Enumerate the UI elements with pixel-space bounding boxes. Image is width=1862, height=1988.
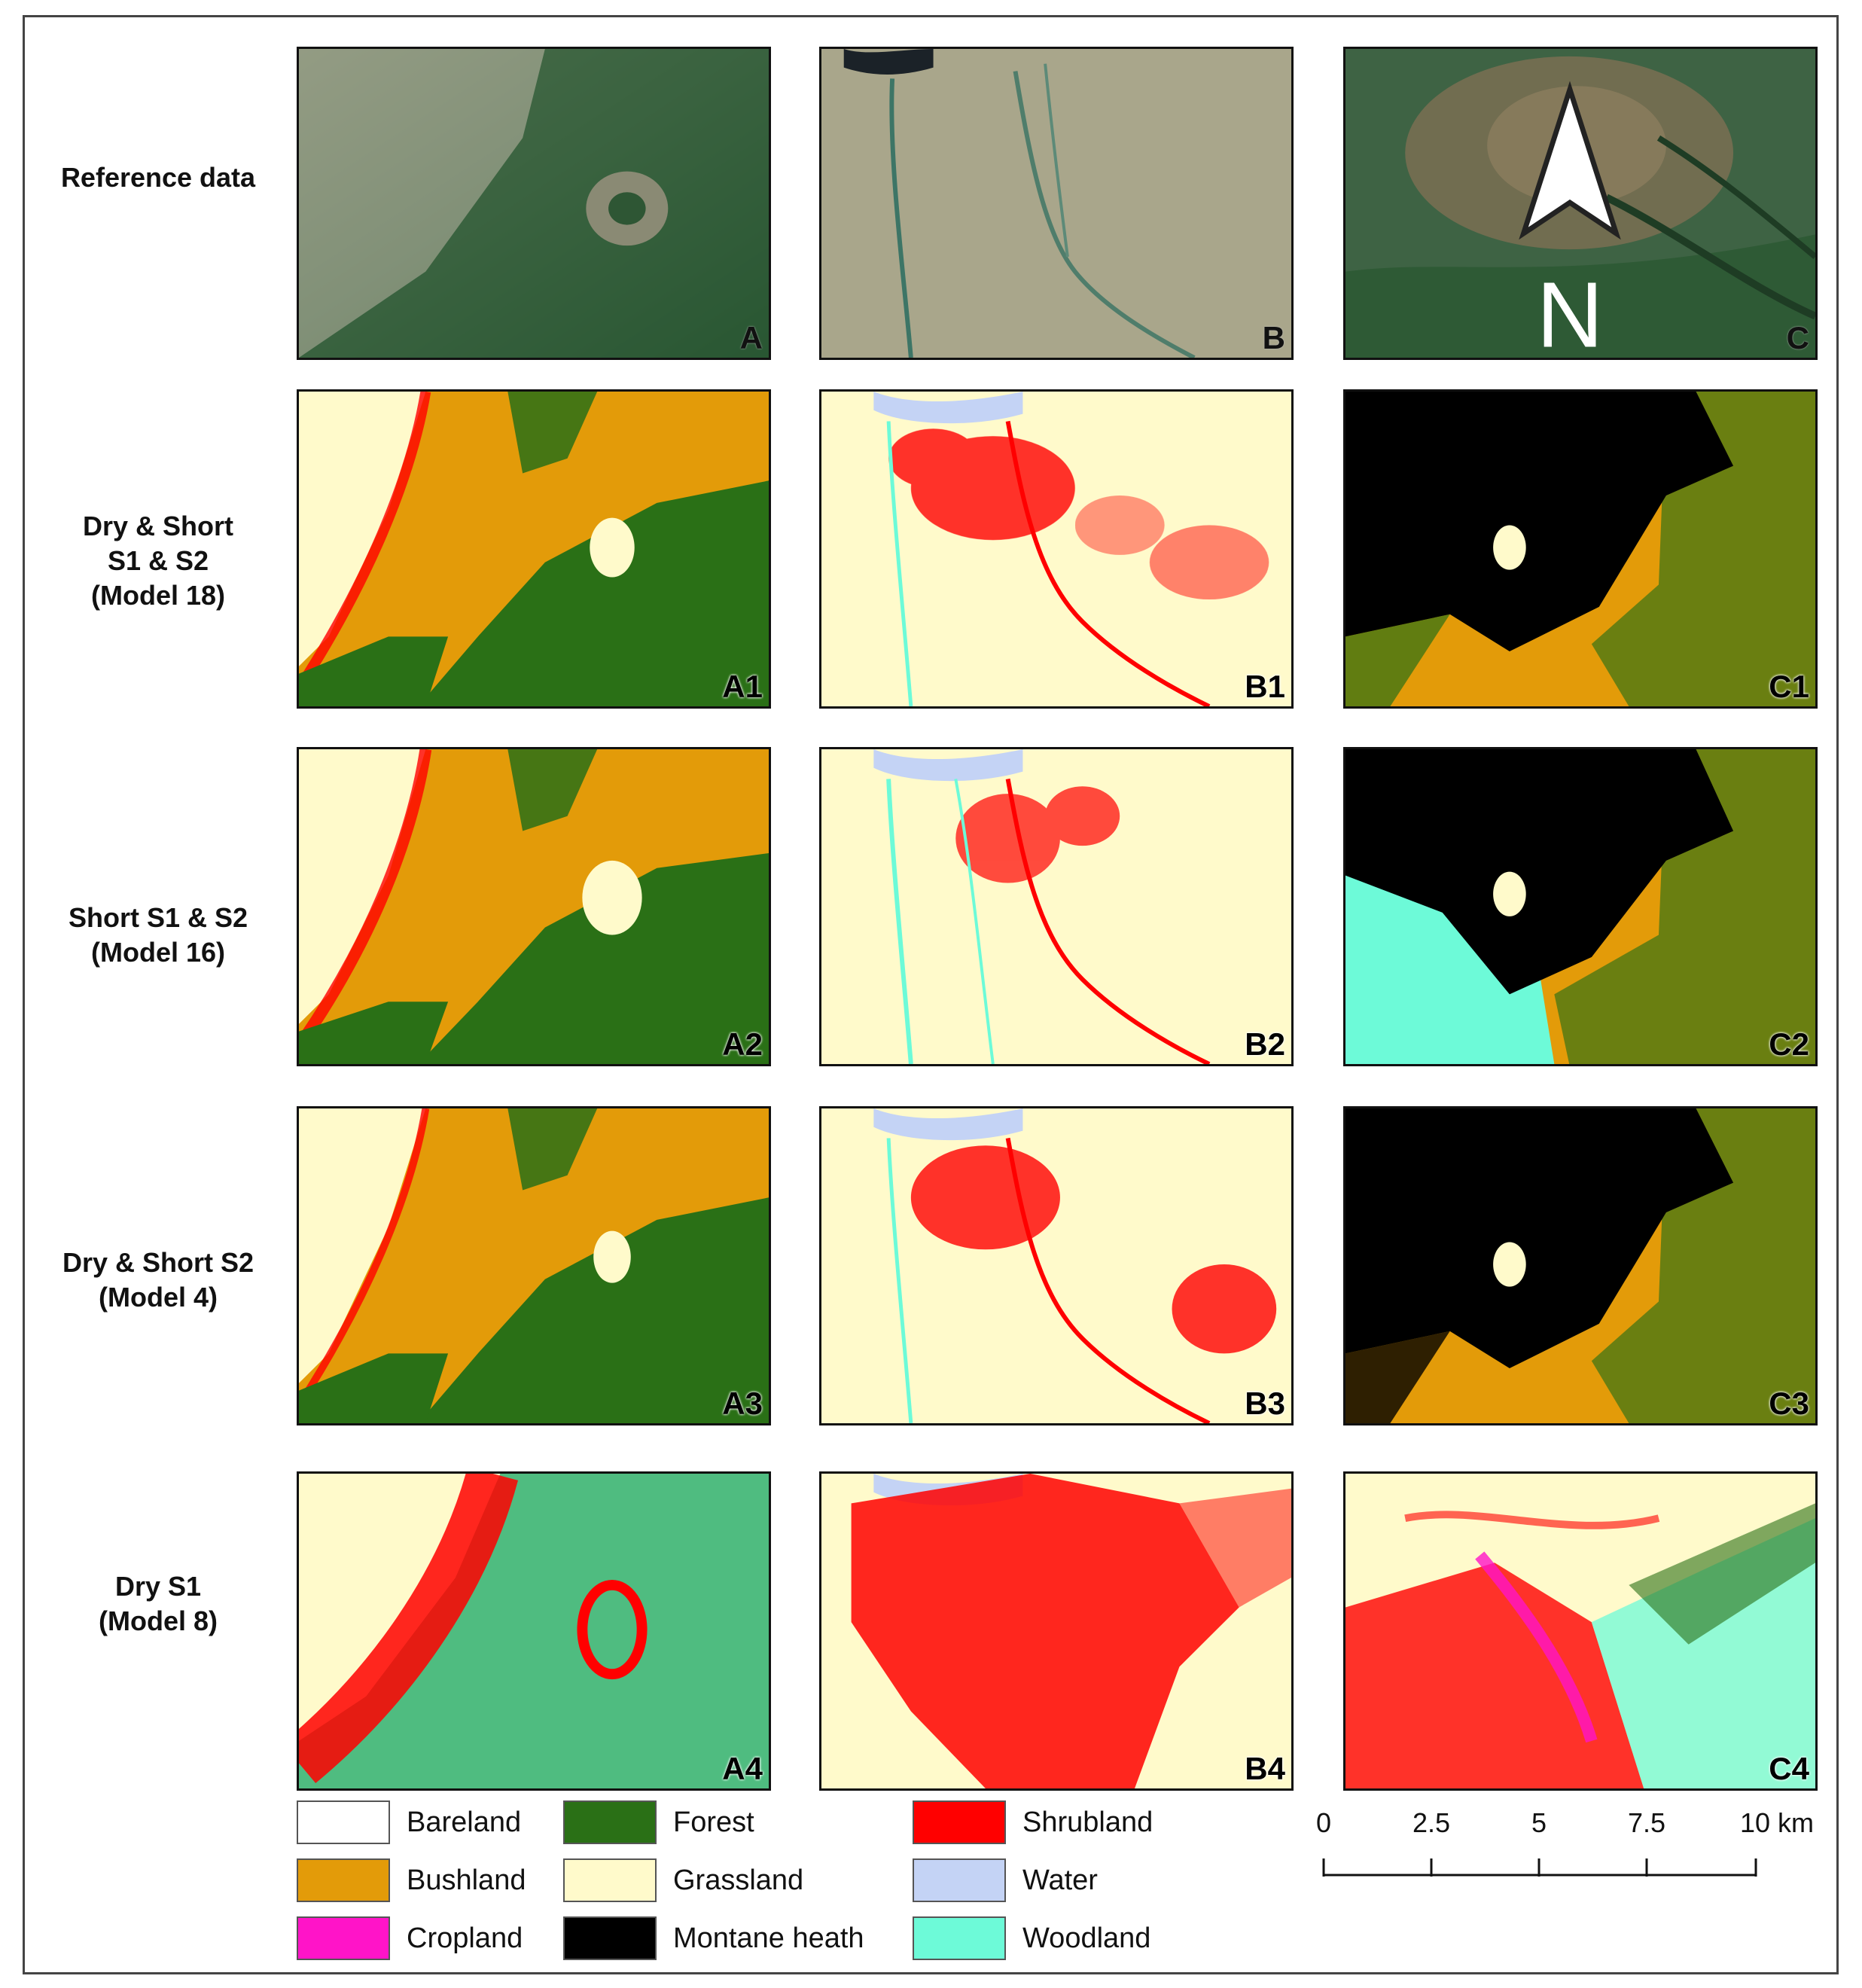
panel-label: B3 <box>1245 1386 1285 1421</box>
legend-label-shrubland: Shrubland <box>1022 1807 1153 1838</box>
map-panel-c4: C4 <box>1343 1471 1818 1791</box>
row-label-model-18: Dry & Short S1 & S2 (Model 18) <box>82 511 234 611</box>
reference-image-a: A <box>297 47 771 360</box>
north-arrow-icon: N <box>1519 81 1621 360</box>
legend-label-forest: Forest <box>673 1807 754 1838</box>
scale-tick-label: 0 <box>1315 1807 1332 1838</box>
scale-bar-line <box>1322 1858 1757 1877</box>
row-label-model-16: Short S1 & S2 (Model 16) <box>68 902 248 968</box>
legend-swatch-water <box>913 1858 1006 1902</box>
legend-swatch-bushland <box>297 1858 390 1902</box>
panel-label: B2 <box>1245 1026 1285 1062</box>
panel-label: C1 <box>1769 669 1809 704</box>
scale-tick-label: 5 <box>1531 1807 1547 1838</box>
map-panel-a1: A1 <box>297 389 771 709</box>
legend-label-bareland: Bareland <box>407 1807 522 1838</box>
map-panel-b1: B1 <box>819 389 1294 709</box>
row-label-model-8: Dry S1 (Model 8) <box>99 1571 218 1636</box>
legend-label-montane-heath: Montane heath <box>673 1922 864 1954</box>
panel-label: B1 <box>1245 669 1285 704</box>
legend-swatch-woodland <box>913 1916 1006 1960</box>
figure-frame <box>23 15 1839 1974</box>
legend-label-cropland: Cropland <box>407 1922 523 1954</box>
legend-label-water: Water <box>1022 1865 1098 1896</box>
map-panel-c1: C1 <box>1343 389 1818 709</box>
panel-label: A2 <box>722 1026 763 1062</box>
legend-swatch-cropland <box>297 1916 390 1960</box>
scale-tick-label: 2.5 <box>1412 1807 1451 1838</box>
legend-swatch-forest <box>563 1800 657 1844</box>
map-panel-b2: B2 <box>819 747 1294 1066</box>
reference-image-c: N C <box>1343 47 1818 360</box>
panel-label: B <box>1262 320 1285 355</box>
legend-label-grassland: Grassland <box>673 1865 804 1896</box>
row-label-model-4: Dry & Short S2 (Model 4) <box>62 1247 254 1313</box>
legend-swatch-bareland <box>297 1800 390 1844</box>
panel-label: A3 <box>722 1386 763 1421</box>
row-label-reference: Reference data <box>60 162 256 193</box>
legend-swatch-shrubland <box>913 1800 1006 1844</box>
panel-label: C2 <box>1769 1026 1809 1062</box>
map-panel-a3: A3 <box>297 1106 771 1425</box>
map-panel-a2: A2 <box>297 747 771 1066</box>
panel-label: A <box>739 320 763 355</box>
map-panel-b4: B4 <box>819 1471 1294 1791</box>
map-panel-a4: A4 <box>297 1471 771 1791</box>
north-label: N <box>1537 264 1604 360</box>
map-panel-b3: B3 <box>819 1106 1294 1425</box>
scale-bar: 0 2.5 5 7.5 10 km <box>0 1807 1862 1898</box>
panel-label: C <box>1786 320 1809 355</box>
map-panel-c2: C2 <box>1343 747 1818 1066</box>
panel-label: B4 <box>1245 1751 1285 1786</box>
scale-tick-label: 10 km <box>1739 1807 1815 1838</box>
legend-label-woodland: Woodland <box>1022 1922 1151 1954</box>
legend-swatch-montane-heath <box>563 1916 657 1960</box>
panel-label: A1 <box>722 669 763 704</box>
panel-label: C3 <box>1769 1386 1809 1421</box>
map-panel-c3: C3 <box>1343 1106 1818 1425</box>
legend-label-bushland: Bushland <box>407 1865 526 1896</box>
panel-label: A4 <box>722 1751 763 1786</box>
scale-tick-label: 7.5 <box>1627 1807 1666 1838</box>
legend-swatch-grassland <box>563 1858 657 1902</box>
reference-image-b: B <box>819 47 1294 360</box>
panel-label: C4 <box>1769 1751 1809 1786</box>
